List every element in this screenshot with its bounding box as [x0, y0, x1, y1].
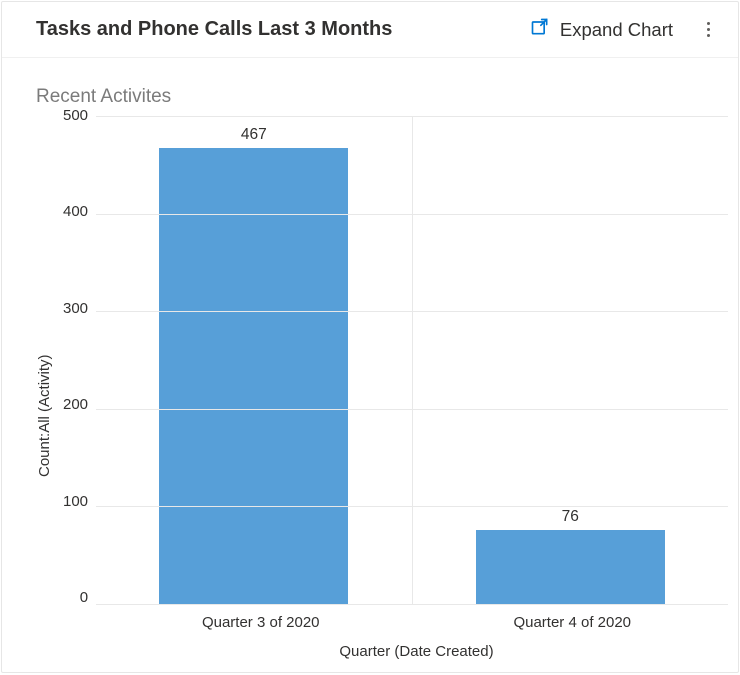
bar-value-label: 467	[241, 126, 267, 144]
bar	[476, 530, 665, 604]
grid-line	[96, 214, 728, 215]
x-ticks: Quarter 3 of 2020Quarter 4 of 2020	[105, 604, 728, 631]
bar-value-label: 76	[562, 508, 579, 526]
expand-chart-label: Expand Chart	[560, 19, 673, 41]
y-tick: 500	[63, 108, 88, 124]
y-tick: 200	[63, 397, 88, 413]
y-tick: 300	[63, 301, 88, 317]
plot-outer: Count:All (Activity) 5004003002001000 46…	[36, 116, 728, 660]
y-ticks: 5004003002001000	[53, 108, 96, 606]
grid-line	[96, 506, 728, 507]
bar-slot: 467	[96, 116, 411, 604]
plot-area: 467 76	[96, 116, 728, 604]
x-axis-label: Quarter (Date Created)	[105, 631, 728, 660]
y-tick: 400	[63, 204, 88, 220]
grid-line	[96, 409, 728, 410]
more-menu-button[interactable]	[701, 16, 716, 43]
chart-card: Tasks and Phone Calls Last 3 Months Expa…	[1, 1, 739, 673]
bar	[159, 148, 348, 604]
grid-line	[96, 116, 728, 117]
y-tick: 100	[63, 494, 88, 510]
card-header: Tasks and Phone Calls Last 3 Months Expa…	[2, 2, 738, 58]
expand-chart-button[interactable]: Expand Chart	[530, 17, 673, 42]
bar-slot: 76	[412, 116, 728, 604]
chart-body: Recent Activites Count:All (Activity) 50…	[2, 58, 738, 672]
chart-subtitle: Recent Activites	[36, 86, 728, 108]
expand-icon	[530, 17, 550, 42]
grid-line	[96, 311, 728, 312]
x-tick: Quarter 4 of 2020	[417, 604, 729, 631]
card-title: Tasks and Phone Calls Last 3 Months	[36, 18, 530, 41]
y-axis-label: Count:All (Activity)	[36, 116, 53, 660]
x-tick: Quarter 3 of 2020	[105, 604, 417, 631]
grid-line	[96, 604, 728, 605]
bars-container: 467 76	[96, 116, 728, 604]
